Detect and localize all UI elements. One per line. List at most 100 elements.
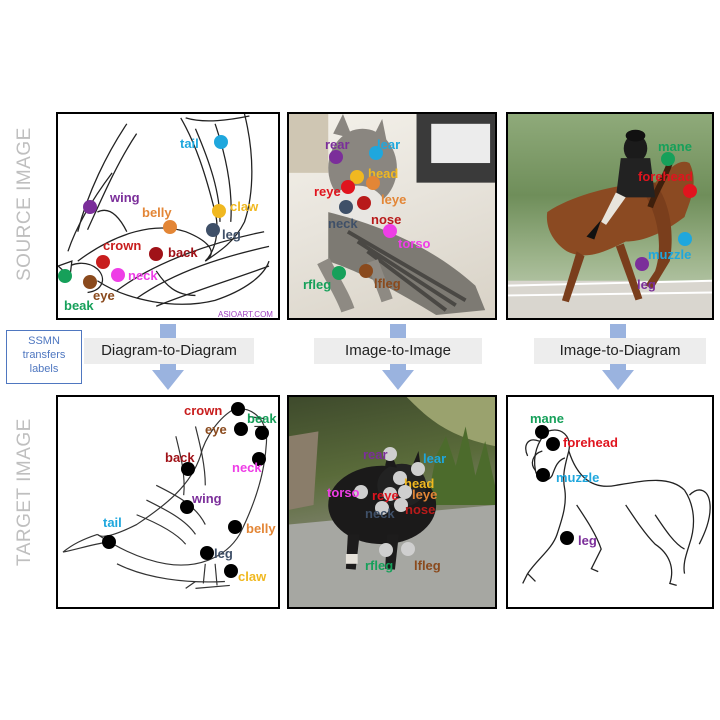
horse-line-drawing: [522, 429, 711, 586]
source-cat-keypoint-lfleg: [359, 264, 373, 278]
bird-line-drawing: [58, 114, 270, 307]
source-bird-keypoint-crown: [96, 255, 110, 269]
source-bird-keypoint-back: [149, 247, 163, 261]
source-bird-keypoint-eye: [83, 275, 97, 289]
source-bird-label-neck: neck: [128, 268, 158, 283]
target-cat-keypoint-leye: [398, 485, 412, 499]
source-horse-panel: [506, 112, 714, 320]
target-cat-label-head: head: [404, 476, 435, 491]
source-bird-label-claw: claw: [230, 199, 259, 214]
ssmn-line-1: SSMN: [28, 335, 60, 347]
target-bird-label-belly: belly: [246, 521, 276, 536]
target-bird-label-claw: claw: [238, 569, 267, 584]
source-cat-keypoint-leye: [366, 176, 380, 190]
source-bird-label-belly: belly: [142, 205, 172, 220]
source-cat-keypoint-nose: [357, 196, 371, 210]
source-cat-label-nose: nose: [371, 212, 402, 227]
source-cat-label-leye: leye: [381, 192, 407, 207]
ssmn-line-2: transfers: [22, 349, 66, 361]
source-bird-label-back: back: [168, 245, 198, 260]
watermark-text: ASIOART.COM: [218, 310, 273, 319]
target-horse-keypoint-mane: [535, 425, 549, 439]
target-cat-keypoint-lear: [411, 462, 425, 476]
target-bird-keypoint-tail: [102, 535, 116, 549]
source-bird-keypoint-beak: [58, 269, 72, 283]
source-bird-keypoint-claw: [212, 204, 226, 218]
target-bird-keypoint-claw: [224, 564, 238, 578]
target-bird-keypoint-belly: [228, 520, 242, 534]
source-cat-label-reye: reye: [314, 184, 341, 199]
target-horse-label-leg: leg: [578, 533, 597, 548]
source-horse-label-leg: leg: [637, 277, 656, 292]
source-cat-keypoint-reye: [341, 180, 355, 194]
target-bird-keypoint-back: [181, 462, 195, 476]
source-bird-label-wing: wing: [110, 190, 140, 205]
arrow-head-3: [602, 370, 634, 390]
target-cat-keypoint-lfleg: [401, 542, 415, 556]
target-bird-keypoint-beak: [255, 426, 269, 440]
source-horse-keypoint-forehead: [683, 184, 697, 198]
black-cat-photo: [289, 397, 495, 607]
source-image-label: SOURCE IMAGE: [14, 127, 35, 281]
arrow-head-2: [382, 370, 414, 390]
source-cat-keypoint-head: [350, 170, 364, 184]
target-horse-keypoint-leg: [560, 531, 574, 545]
source-bird-keypoint-belly: [163, 220, 177, 234]
target-bird-keypoint-leg: [200, 546, 214, 560]
target-bird-label-neck: neck: [232, 460, 262, 475]
source-cat-keypoint-torso: [383, 224, 397, 238]
ssmn-transfers-box: SSMN transfers labels: [6, 330, 82, 384]
source-cat-label-lear: lear: [377, 137, 401, 152]
target-cat-label-reye: reye: [372, 488, 399, 503]
target-bird-keypoint-wing: [180, 500, 194, 514]
source-cat-keypoint-rear: [329, 150, 343, 164]
source-cat-label-lfleg: lfleg: [374, 276, 401, 291]
horse-photo: [508, 129, 712, 318]
target-bird-label-beak: beak: [247, 411, 277, 426]
target-bird-label-crown: crown: [184, 403, 223, 418]
target-cat-label-rfleg: rfleg: [365, 558, 394, 573]
target-cat-keypoint-neck: [375, 501, 389, 515]
target-bird-keypoint-eye: [234, 422, 248, 436]
target-horse-label-mane: mane: [530, 411, 564, 426]
target-bird-keypoint-neck: [252, 452, 266, 466]
target-cat-keypoint-reye: [383, 487, 397, 501]
source-bird-label-leg: leg: [222, 227, 241, 242]
source-bird-keypoint-neck: [111, 268, 125, 282]
target-horse-label-muzzle: muzzle: [556, 470, 600, 485]
source-horse-keypoint-mane: [661, 152, 675, 166]
target-image-label: TARGET IMAGE: [14, 418, 35, 566]
source-cat-label-rear: rear: [325, 137, 350, 152]
arrow-head-1: [152, 370, 184, 390]
source-cat-label-neck: neck: [328, 216, 358, 231]
target-cat-keypoint-nose: [394, 498, 408, 512]
source-bird-label-tail: tail: [180, 136, 199, 151]
source-cat-keypoint-neck: [339, 200, 353, 214]
transfer-label-image-to-image: Image-to-Image: [314, 338, 482, 364]
target-cat-label-torso: torso: [327, 485, 360, 500]
target-cat-keypoint-rfleg: [379, 543, 393, 557]
source-horse-label-mane: mane: [658, 139, 692, 154]
transfer-label-image-to-diagram: Image-to-Diagram: [534, 338, 706, 364]
source-horse-label-muzzle: muzzle: [648, 247, 692, 262]
source-bird-keypoint-leg: [206, 223, 220, 237]
ssmn-line-3: labels: [29, 363, 59, 375]
target-bird-keypoint-crown: [231, 402, 245, 416]
cat-photo: [289, 114, 495, 316]
target-cat-keypoint-head: [393, 471, 407, 485]
source-bird-label-crown: crown: [103, 238, 142, 253]
target-cat-panel: [287, 395, 497, 609]
target-cat-label-leye: leye: [412, 487, 438, 502]
source-cat-panel: [287, 112, 497, 320]
target-cat-label-lear: lear: [423, 451, 447, 466]
target-cat-label-rear: rear: [363, 447, 388, 462]
target-horse-keypoint-muzzle: [536, 468, 550, 482]
target-cat-label-lfleg: lfleg: [414, 558, 441, 573]
source-cat-keypoint-rfleg: [332, 266, 346, 280]
source-cat-label-torso: torso: [398, 236, 431, 251]
source-cat-keypoint-lear: [369, 146, 383, 160]
target-cat-keypoint-torso: [354, 485, 368, 499]
target-horse-keypoint-forehead: [546, 437, 560, 451]
target-bird-label-wing: wing: [192, 491, 222, 506]
source-horse-label-forehead: forehead: [638, 169, 693, 184]
